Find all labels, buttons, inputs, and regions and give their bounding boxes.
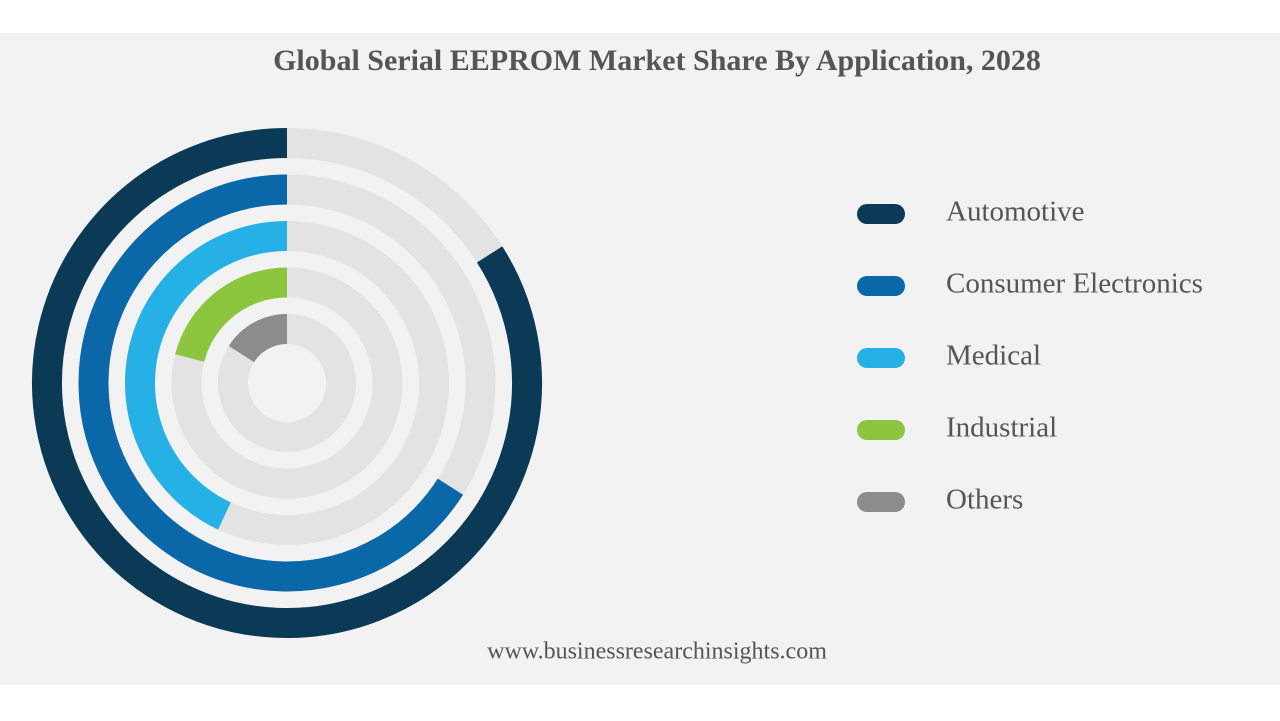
legend-swatch — [857, 276, 905, 296]
rings — [32, 128, 542, 638]
source: www.businessresearchinsights.com — [487, 639, 827, 665]
legend-swatch — [857, 204, 905, 224]
legend-swatch — [857, 348, 905, 368]
legend-swatch — [857, 492, 905, 512]
legend: Automotive Consumer Electronics Medical Ind… — [857, 196, 1203, 516]
legend-label: Medical — [946, 340, 1041, 372]
legend-label: Consumer Electronics — [946, 268, 1203, 300]
radial-bar — [78, 174, 464, 592]
legend-swatch — [857, 420, 905, 440]
legend-label: Industrial — [946, 412, 1057, 444]
legend-label: Others — [946, 484, 1023, 516]
radial-bar — [175, 267, 288, 363]
legend-label: Automotive — [946, 196, 1085, 228]
chart-title: Global Serial EEPROM Market Share By App… — [273, 44, 1041, 77]
radial-bar — [125, 221, 288, 530]
radial-bar — [32, 128, 542, 638]
radial-bar — [228, 314, 288, 363]
